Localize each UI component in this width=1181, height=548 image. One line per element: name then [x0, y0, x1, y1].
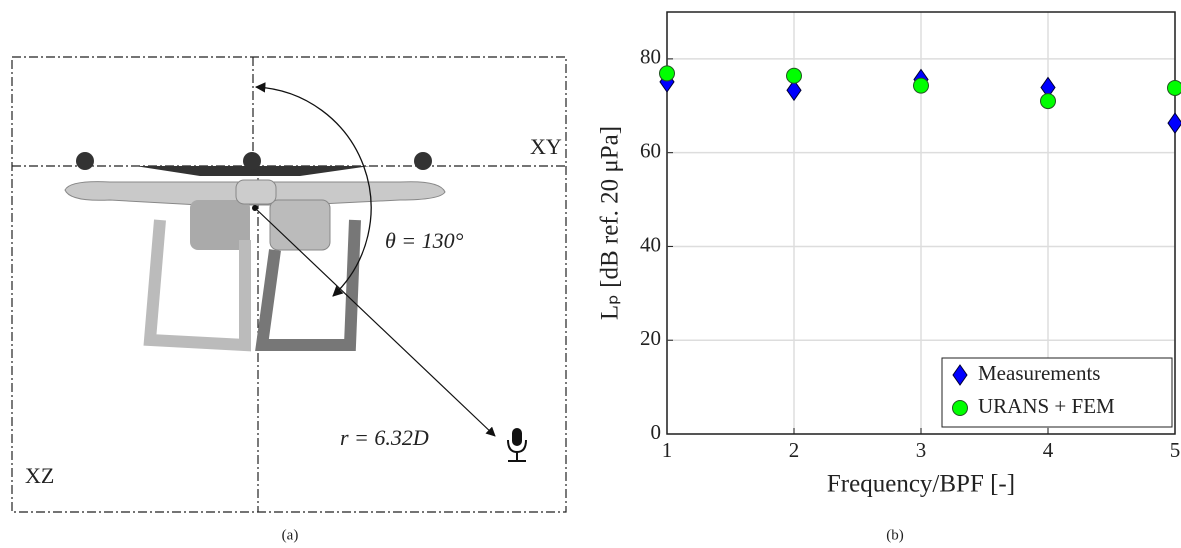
diamond-marker	[1168, 113, 1181, 133]
circle-marker	[1168, 80, 1181, 95]
x-tick-label: 4	[1043, 438, 1054, 462]
angle-label: θ = 130°	[385, 228, 464, 253]
legend-label: URANS + FEM	[978, 394, 1115, 418]
y-tick-label: 80	[640, 45, 661, 69]
center	[252, 205, 258, 211]
x-tick-label: 5	[1170, 438, 1181, 462]
caption: (b)	[886, 527, 904, 543]
caption: (a)	[282, 527, 299, 543]
diagram: XY XZ θ = 130° r = 6.32D	[12, 57, 566, 512]
x-axis-label: Frequency/BPF [-]	[827, 471, 1015, 498]
x-tick-label: 2	[789, 438, 800, 462]
figure: XY XZ θ = 130° r = 6.32D (a) (b) 0 20 40 60…	[0, 0, 1181, 548]
legend-label: Measurements	[978, 361, 1100, 385]
circle-marker	[953, 401, 968, 416]
y-tick-label: 60	[640, 138, 661, 162]
y-axis-label: Lₚ [dB ref. 20 μPa]	[597, 126, 624, 320]
y-tick-label: 40	[640, 232, 661, 256]
chart: 0 20 40 60 80 1 2 3 4 5 Frequency/BPF [-] Lₚ [dB re…	[597, 12, 1181, 498]
radius-label: r = 6.32D	[340, 425, 429, 450]
y-tick-label: 0	[651, 420, 662, 444]
circle-marker	[660, 66, 675, 81]
x-tick-label: 3	[916, 438, 927, 462]
plane-label: XY	[530, 134, 562, 159]
y-tick-label: 20	[640, 326, 661, 350]
frame	[12, 57, 566, 512]
plane-label: XZ	[25, 463, 54, 488]
circle-marker	[1041, 94, 1056, 109]
circle-marker	[787, 68, 802, 83]
circle-marker	[914, 78, 929, 93]
x-tick-label: 1	[662, 438, 673, 462]
microphone-icon	[508, 428, 526, 461]
